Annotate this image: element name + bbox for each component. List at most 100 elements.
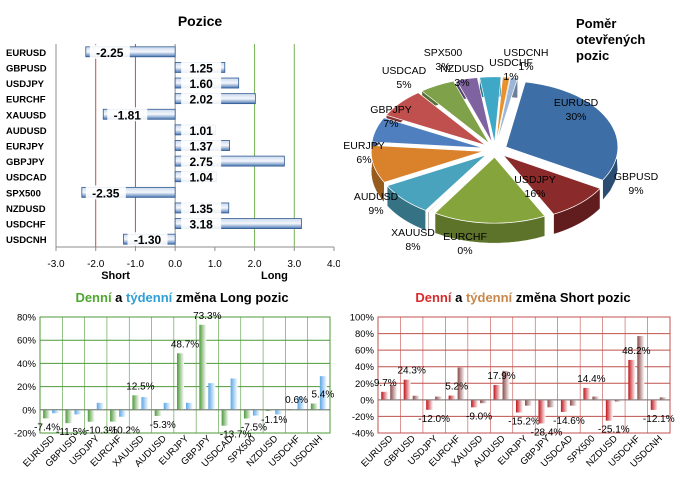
y-tick-label: 20%: [17, 382, 37, 393]
change-data-label: 24.3%: [398, 366, 426, 377]
pie-slice-value: 0%: [457, 245, 472, 257]
pie-slice-value: 8%: [405, 241, 420, 253]
change-bar: [516, 399, 523, 413]
pie-slice: [370, 145, 484, 183]
pie-slice: [385, 92, 487, 146]
pie-title-line: otevřených: [576, 32, 645, 47]
category-label: GBPJPY: [6, 157, 45, 168]
change-bar: [65, 409, 73, 424]
change-bar: [141, 397, 149, 410]
x-tick-label: 4.0: [327, 259, 340, 270]
change-data-label: -14.6%: [553, 416, 585, 427]
y-tick-label: 80%: [17, 313, 37, 324]
position-value-label: -1.81: [114, 108, 142, 122]
y-tick-label: 80%: [355, 329, 375, 340]
change-bar: [592, 396, 600, 400]
pie-slice: [479, 76, 502, 143]
pie-slice-label: NZDUSD: [440, 63, 484, 75]
change-bar: [448, 395, 456, 400]
change-bar: [74, 409, 82, 415]
value-label-bg: [89, 44, 130, 59]
pie-title-line: pozic: [576, 48, 609, 63]
change-bar: [502, 370, 510, 400]
pie-slice: [427, 155, 489, 213]
pie-slice-label: GBPJPY: [370, 104, 411, 116]
open-positions-pie-chart: Poměr otevřených pozicPoměrotevřenýchpoz…: [343, 16, 658, 257]
change-bar: [605, 399, 613, 421]
change-bar: [538, 399, 546, 424]
x-tick-label: -3.0: [47, 259, 65, 270]
title-part: změna Short pozic: [512, 290, 630, 305]
value-label-bg: [181, 200, 222, 215]
pie-slice-label: EURCHF: [443, 231, 487, 243]
change-bar: [525, 399, 532, 406]
change-data-label: 48.2%: [622, 346, 650, 357]
change-bar: [87, 409, 95, 422]
change-bar: [560, 399, 568, 412]
value-label-bg: [181, 169, 222, 184]
change-data-label: 73.3%: [193, 311, 221, 322]
pie-slice-value: 16%: [524, 188, 545, 200]
y-tick-label: 40%: [355, 362, 375, 373]
position-value-label: -2.25: [96, 46, 124, 60]
change-data-label: -13.7%: [220, 430, 252, 441]
category-label: USDJPY: [6, 79, 45, 90]
short-axis-annotation: Short: [101, 270, 130, 282]
change-data-label: 0.6%: [285, 395, 308, 406]
change-bar: [659, 397, 667, 400]
change-data-label: 9.7%: [374, 378, 397, 389]
y-tick-label: 40%: [17, 359, 37, 370]
change-bar: [628, 359, 636, 400]
change-bar: [110, 409, 118, 422]
value-label-bg: [181, 154, 222, 169]
pie-slice-value: 1%: [503, 71, 518, 83]
category-label: EURJPY: [6, 142, 45, 153]
change-bar: [547, 399, 555, 408]
pie-slice-label: XAUUSD: [391, 227, 435, 239]
change-data-label: 5.4%: [311, 390, 334, 401]
pie-title-line: Poměr: [576, 16, 616, 31]
pie-slice: [496, 77, 519, 143]
pie-slice: [455, 77, 493, 144]
pie-slice-label: USDCAD: [382, 65, 427, 77]
change-bar: [614, 399, 622, 402]
pie-slice-label: EURJPY: [343, 140, 384, 152]
change-bar: [381, 391, 389, 400]
change-data-label: -10.2%: [108, 426, 140, 437]
change-data-label: -12.0%: [418, 414, 450, 425]
change-bar: [480, 399, 488, 404]
change-bar: [319, 376, 327, 410]
pie-slice-label: USDCNH: [504, 47, 549, 59]
y-tick-label: -40%: [352, 429, 375, 440]
y-tick-label: 0%: [360, 395, 374, 406]
change-bar: [457, 367, 465, 400]
category-label: NZDUSD: [6, 204, 46, 215]
position-bar: [174, 218, 302, 229]
change-data-label: -10.3%: [86, 426, 118, 437]
y-tick-label: -20%: [14, 429, 37, 440]
pie-slice: [371, 117, 484, 149]
category-label: USDCHF: [6, 220, 46, 231]
pie-slice-value: 5%: [396, 79, 411, 91]
long-axis-annotation: Long: [261, 270, 288, 282]
change-bar: [43, 409, 51, 419]
y-tick-label: 0%: [22, 405, 36, 416]
change-data-label: -12.1%: [643, 414, 675, 425]
change-bar: [177, 353, 184, 410]
category-label: EURUSD: [6, 48, 46, 59]
pie-slice: [495, 76, 511, 143]
change-bar: [403, 379, 411, 400]
positions-chart-title: Pozice: [178, 13, 223, 29]
change-bar: [132, 395, 140, 410]
y-tick-label: 100%: [350, 313, 375, 324]
position-bar: [85, 46, 176, 58]
pie-slice-label: USDCHF: [489, 57, 533, 69]
change-bar: [471, 399, 479, 408]
change-data-label: -11.5%: [56, 427, 87, 438]
open-positions-pie-panel: Poměr otevřených pozicPoměrotevřenýchpoz…: [340, 0, 680, 285]
change-data-label: -15.2%: [508, 416, 540, 427]
value-label-bg: [181, 76, 222, 91]
change-data-label: 12.5%: [126, 381, 154, 392]
change-data-label: -28.4%: [531, 427, 563, 438]
pie-slice: [434, 156, 546, 224]
